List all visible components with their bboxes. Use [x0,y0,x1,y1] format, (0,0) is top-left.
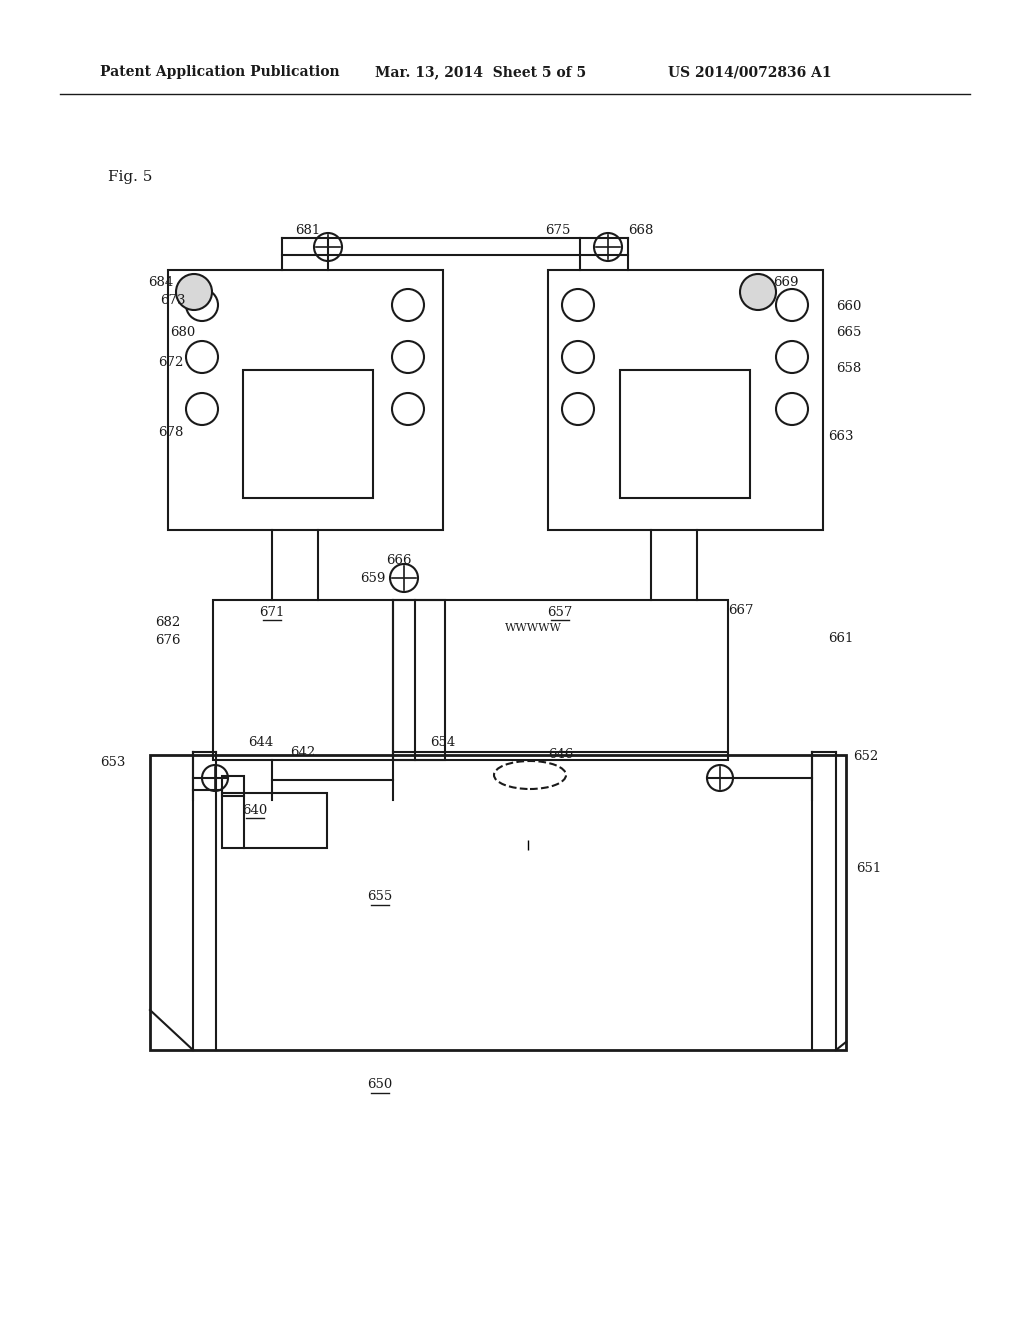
Text: 650: 650 [368,1078,392,1092]
Bar [150,755,846,1049]
Circle shape [390,564,418,591]
Text: 682: 682 [155,615,180,628]
Text: 665: 665 [836,326,861,338]
Bar [168,271,443,531]
Text: Fig. 5: Fig. 5 [108,170,153,183]
Text: US 2014/0072836 A1: US 2014/0072836 A1 [668,65,831,79]
Bar [548,271,823,531]
Bar [222,793,327,847]
Text: 655: 655 [368,891,392,903]
Bar [620,370,750,498]
Circle shape [740,275,776,310]
Text: 659: 659 [360,572,385,585]
Circle shape [707,766,733,791]
Text: 663: 663 [828,430,853,444]
Text: 653: 653 [100,755,125,768]
Bar [222,776,244,796]
Circle shape [202,766,228,791]
Text: 681: 681 [295,223,321,236]
Text: 666: 666 [386,553,412,566]
Text: 684: 684 [148,276,173,289]
Text: 672: 672 [158,356,183,370]
Text: 671: 671 [259,606,285,619]
Text: 680: 680 [170,326,196,339]
Text: 644: 644 [248,735,273,748]
Text: 646: 646 [548,748,573,762]
Bar [243,370,373,498]
Text: Mar. 13, 2014  Sheet 5 of 5: Mar. 13, 2014 Sheet 5 of 5 [375,65,586,79]
Text: 660: 660 [836,300,861,313]
Text: 661: 661 [828,631,853,644]
Text: 669: 669 [773,276,799,289]
Text: 676: 676 [155,634,180,647]
Bar [213,601,445,760]
Text: 642: 642 [290,746,315,759]
Text: 651: 651 [856,862,882,874]
Text: 658: 658 [836,362,861,375]
Circle shape [314,234,342,261]
Text: 668: 668 [628,223,653,236]
Text: 654: 654 [430,735,456,748]
Circle shape [176,275,212,310]
Text: 657: 657 [547,606,572,619]
Text: 640: 640 [243,804,267,817]
Text: Patent Application Publication: Patent Application Publication [100,65,340,79]
Text: 678: 678 [158,426,183,440]
Bar [393,601,728,760]
Text: 652: 652 [853,750,879,763]
Text: 673: 673 [160,293,185,306]
Circle shape [594,234,622,261]
Text: 667: 667 [728,603,754,616]
Text: 675: 675 [545,223,570,236]
Text: WWWWW: WWWWW [505,623,562,634]
